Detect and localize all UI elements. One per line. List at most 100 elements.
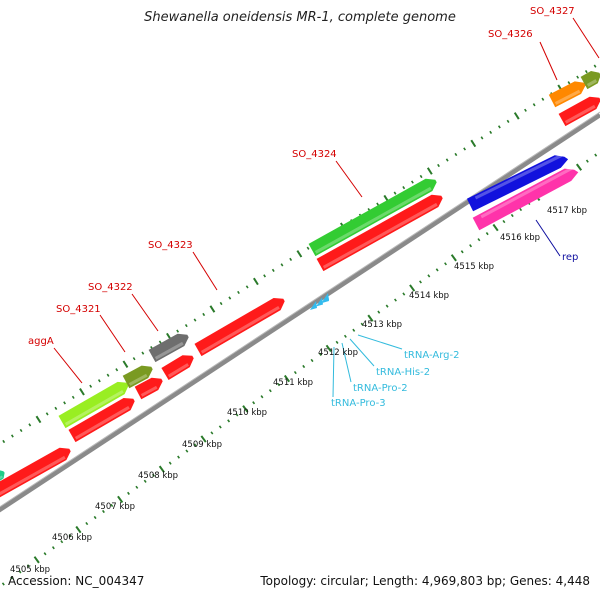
gene-SO-4324[interactable]: [308, 178, 437, 257]
lower-tick-mark: [460, 250, 464, 254]
accession-text: Accession: NC_004347: [8, 574, 145, 588]
scale-label: 4506 kbp: [52, 533, 92, 543]
lower-tick-mark: [68, 534, 72, 538]
lower-tick-mark: [117, 495, 124, 504]
gene-teal-fragment-highlight: [0, 475, 3, 480]
gene-red-cds[interactable]: [194, 298, 285, 357]
lower-tick-mark: [419, 280, 422, 284]
lower-tick-mark: [60, 540, 64, 544]
upper-tick-mark: [184, 323, 188, 328]
gene-red-cds-shape[interactable]: [68, 398, 135, 443]
upper-tick-mark: [280, 263, 284, 267]
lower-tick-mark: [352, 328, 356, 332]
gene-red-cds-highlight: [167, 363, 189, 378]
gene-label: SO_4326: [488, 29, 533, 40]
gene-SO-4322-highlight: [154, 341, 184, 360]
lower-tick-mark: [101, 509, 105, 514]
lower-tick-mark: [277, 383, 281, 387]
gene-red-cds-shape[interactable]: [316, 194, 443, 272]
gene-label: rep: [562, 252, 578, 263]
trna-marker: [322, 293, 329, 302]
lower-tick-mark: [310, 358, 314, 363]
upper-tick-mark: [497, 125, 501, 129]
lower-tick-mark: [585, 159, 589, 163]
lower-tick-mark: [85, 521, 89, 526]
lower-tick-mark: [185, 449, 189, 453]
gene-SO-4321-shape[interactable]: [122, 365, 153, 389]
feature-track[interactable]: [0, 71, 600, 498]
upper-tick-mark: [480, 136, 484, 140]
lower-tick-mark: [235, 413, 239, 417]
gene-SO-4321[interactable]: [122, 365, 153, 389]
upper-tick-mark: [454, 152, 458, 157]
trna-leader-line: [341, 342, 352, 383]
gene-label: aggA: [28, 336, 54, 347]
lower-tick-mark: [477, 238, 481, 242]
lower-tick-mark: [177, 455, 181, 459]
lower-tick-mark: [135, 485, 139, 489]
gene-SO-4322[interactable]: [148, 333, 189, 363]
lower-tick-mark: [127, 491, 130, 495]
gene-SO-4324-shape[interactable]: [308, 178, 437, 257]
lower-tick-mark: [510, 213, 514, 218]
lower-tick-mark: [318, 352, 322, 357]
gene-red-cds[interactable]: [134, 377, 163, 400]
upper-tick-mark: [202, 312, 206, 317]
gene-red-cds-shape[interactable]: [194, 298, 285, 357]
lower-tick-mark: [502, 219, 506, 224]
upper-tick-mark: [63, 401, 66, 405]
upper-tick-mark: [410, 180, 414, 184]
gene-rep-shape[interactable]: [466, 155, 569, 212]
upper-tick-mark: [45, 412, 49, 416]
upper-tick-mark: [402, 185, 406, 190]
upper-tick-mark: [489, 130, 493, 134]
trna-leader-line: [332, 346, 335, 398]
gene-red-cds-shape[interactable]: [558, 96, 600, 127]
gene-SO-4327-highlight: [586, 79, 598, 87]
gene-teal-fragment-shape[interactable]: [0, 470, 5, 482]
gene-red-cds[interactable]: [0, 447, 71, 498]
gene-red-cds[interactable]: [161, 355, 194, 380]
lower-tick-mark: [158, 465, 165, 473]
gene-red-cds-shape[interactable]: [134, 377, 163, 400]
gene-aggA-highlight: [64, 389, 124, 426]
gene-red-cds[interactable]: [558, 96, 600, 127]
upper-tick-mark: [228, 296, 232, 300]
lower-tick-mark: [218, 425, 222, 429]
gene-red-cds-highlight: [140, 385, 158, 397]
gene-label: SO_4323: [148, 240, 193, 251]
gene-SO-4327-shape[interactable]: [580, 71, 600, 90]
upper-tick-mark: [289, 257, 293, 261]
gene-aggA-shape[interactable]: [58, 381, 129, 429]
gene-SO-4326[interactable]: [548, 81, 586, 108]
gene-red-cds-shape[interactable]: [161, 355, 194, 380]
gene-SO-4322-shape[interactable]: [148, 333, 189, 363]
gene-label: SO_4327: [530, 6, 575, 17]
upper-tick-mark: [506, 119, 510, 123]
scale-label: 4511 kbp: [273, 378, 313, 388]
gene-red-cds[interactable]: [68, 398, 135, 443]
upper-tick-mark: [209, 305, 216, 313]
gene-pink[interactable]: [472, 167, 579, 231]
trna-leader-line: [357, 334, 403, 350]
upper-tick-mark: [524, 108, 527, 112]
trna-label: tRNA-Pro-3: [331, 398, 386, 409]
lower-tick-mark: [377, 310, 381, 314]
gene-aggA[interactable]: [58, 381, 129, 429]
upper-tick-mark: [176, 329, 180, 333]
gene-red-cds[interactable]: [316, 194, 443, 272]
gene-SO-4326-shape[interactable]: [548, 81, 586, 108]
lower-tick-mark: [427, 274, 431, 278]
gene-teal-fragment[interactable]: [0, 470, 5, 482]
trna-leader-line: [349, 338, 375, 367]
gene-SO-4327[interactable]: [580, 71, 600, 90]
tick-tracks: [1, 64, 598, 586]
upper-tick-mark: [71, 395, 75, 399]
gene-rep[interactable]: [466, 154, 569, 212]
gene-red-cds-shape[interactable]: [0, 447, 71, 498]
genome-summary-text: Topology: circular; Length: 4,969,803 bp…: [260, 574, 590, 588]
gene-pink-shape[interactable]: [472, 168, 579, 231]
upper-tick-mark: [132, 357, 136, 361]
upper-tick-mark: [106, 373, 110, 377]
